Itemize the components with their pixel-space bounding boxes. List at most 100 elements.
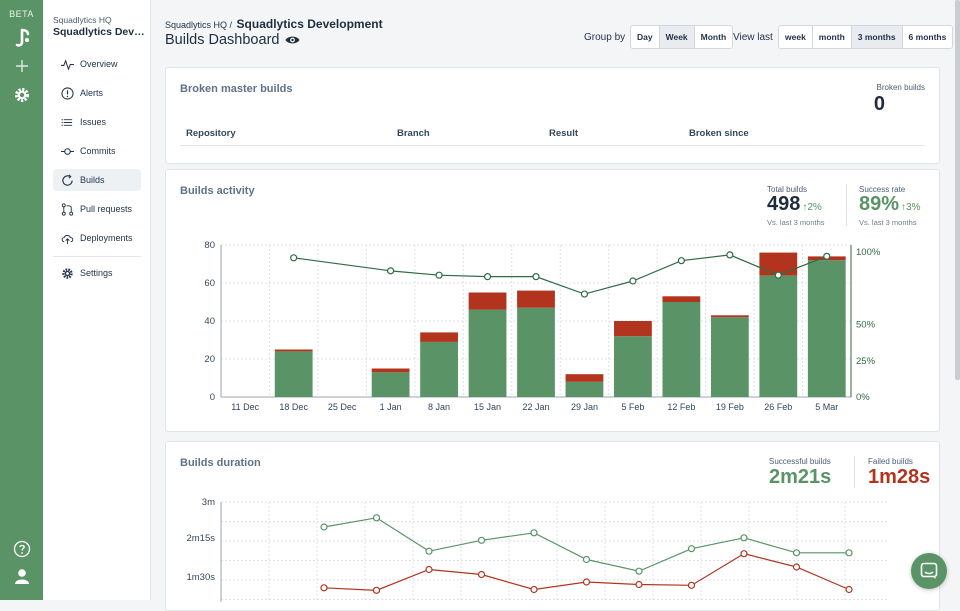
view-last-3-months[interactable]: 3 months — [851, 26, 903, 48]
help-icon[interactable] — [11, 538, 33, 560]
success-rate-point — [290, 254, 298, 262]
successful-duration-point — [687, 545, 696, 553]
successful-builds-duration: 2m21s — [769, 466, 832, 488]
chat-button[interactable] — [911, 553, 947, 589]
view-last-week[interactable]: week — [779, 26, 813, 48]
column-header-repository[interactable]: Repository — [186, 128, 236, 139]
success-rate-point — [629, 277, 637, 285]
column-header-result[interactable]: Result — [549, 128, 579, 139]
nav-item-commits[interactable]: Commits — [53, 140, 141, 162]
x-tick-label: 12 Feb — [667, 402, 695, 412]
bar-failed — [420, 332, 458, 342]
bar-failed — [614, 321, 652, 337]
successful-duration-point — [740, 534, 748, 542]
builds-activity-card: Builds activity Total builds 498 ↑2% Vs.… — [165, 169, 940, 432]
successful-builds-label: Successful builds — [769, 457, 831, 466]
bar-failed — [565, 374, 604, 382]
group-by-day[interactable]: Day — [631, 26, 660, 48]
project-name[interactable]: Squadlytics Development — [53, 26, 145, 38]
y-tick-label: 20 — [204, 354, 215, 365]
nav-item-issues[interactable]: Issues — [53, 111, 141, 133]
bar-successful — [468, 309, 507, 397]
bar-failed — [468, 292, 507, 310]
x-tick-label: 15 Jan — [474, 402, 501, 412]
successful-duration-point — [845, 549, 853, 557]
column-header-branch[interactable]: Branch — [397, 128, 430, 139]
bar-successful — [710, 317, 749, 397]
bar-failed — [662, 296, 701, 302]
y-tick-label: 1m30s — [186, 572, 215, 583]
nav-item-pull-requests[interactable]: Pull requests — [53, 198, 141, 220]
app-logo-icon[interactable] — [11, 27, 33, 49]
build-icon — [62, 174, 73, 186]
x-tick-label: 22 Jan — [522, 402, 549, 412]
success-rate-point — [823, 252, 831, 260]
failed-duration-point — [740, 550, 748, 558]
failed-duration-point — [320, 584, 328, 592]
nav-item-label: Pull requests — [80, 204, 133, 214]
nav-item-label: Issues — [80, 117, 107, 127]
breadcrumb: Squadlytics HQ / Squadlytics Development — [165, 17, 383, 31]
nav-item-label: Builds — [80, 175, 105, 185]
successful-duration-point — [372, 514, 381, 522]
bar-successful — [807, 260, 846, 397]
x-tick-label: 11 Dec — [231, 402, 259, 412]
success-rate-value: 89% — [859, 193, 900, 215]
failed-builds-label: Failed builds — [868, 457, 913, 466]
beta-badge: BETA — [9, 9, 34, 19]
y-tick-label: 3m — [202, 497, 215, 508]
successful-duration-point — [582, 555, 591, 564]
card-title: Builds activity — [180, 185, 255, 197]
y2-tick-label: 50% — [856, 320, 876, 331]
successful-duration-point — [530, 529, 538, 537]
bar-successful — [759, 275, 798, 397]
y2-tick-label: 25% — [856, 356, 876, 367]
card-title: Builds duration — [180, 457, 261, 469]
group-by-week[interactable]: Week — [659, 26, 695, 48]
settings-gear-icon[interactable] — [11, 84, 33, 106]
success-rate-point — [677, 257, 685, 265]
project-nav: Squadlytics HQ Squadlytics Development O… — [43, 0, 151, 600]
bar-failed — [759, 252, 798, 276]
page-title-text: Builds Dashboard — [165, 32, 280, 48]
cloud-upload-icon — [61, 234, 74, 244]
view-last-6-months[interactable]: 6 months — [908, 32, 947, 42]
add-icon[interactable] — [11, 55, 33, 77]
page-scrollbar[interactable] — [955, 0, 960, 380]
y2-tick-label: 100% — [856, 247, 881, 258]
group-by-label: Group by — [584, 32, 626, 43]
eye-icon[interactable] — [285, 35, 300, 45]
failed-builds-duration: 1m28s — [868, 466, 931, 488]
y-tick-label: 40 — [204, 316, 215, 327]
nav-item-alerts[interactable]: Alerts — [53, 82, 141, 104]
bar-successful — [662, 302, 701, 397]
success-rate-comparison: Vs. last 3 months — [859, 218, 917, 227]
group-by-month[interactable]: Month — [700, 32, 727, 42]
total-builds-label: Total builds — [767, 185, 808, 194]
pulse-icon — [61, 58, 74, 71]
bar-successful — [614, 336, 652, 397]
nav-item-builds[interactable]: Builds — [53, 169, 141, 191]
x-tick-label: 25 Dec — [328, 402, 357, 412]
breadcrumb-org[interactable]: Squadlytics HQ / — [165, 20, 233, 30]
org-name[interactable]: Squadlytics HQ — [53, 15, 112, 25]
y-tick-label: 60 — [204, 278, 215, 289]
failed-duration-point — [845, 585, 853, 594]
bar-successful — [565, 381, 604, 397]
failed-duration-point — [687, 581, 696, 589]
column-header-broken-since[interactable]: Broken since — [689, 128, 749, 139]
x-tick-label: 29 Jan — [571, 402, 598, 412]
view-last-month[interactable]: month — [813, 26, 852, 48]
nav-item-label: Alerts — [80, 88, 104, 98]
nav-item-overview[interactable]: Overview — [53, 53, 141, 75]
failed-duration-point — [792, 563, 801, 571]
x-tick-label: 5 Mar — [815, 402, 838, 412]
nav-item-settings[interactable]: Settings — [53, 262, 141, 284]
success-rate-point — [435, 271, 443, 279]
successful-duration-point — [425, 547, 433, 555]
group-by-control: Day Week Month — [630, 25, 734, 49]
nav-item-deployments[interactable]: Deployments — [53, 227, 141, 249]
user-avatar-icon[interactable] — [11, 565, 33, 587]
breadcrumb-project: Squadlytics Development — [236, 17, 383, 31]
successful-duration-point — [635, 567, 643, 575]
